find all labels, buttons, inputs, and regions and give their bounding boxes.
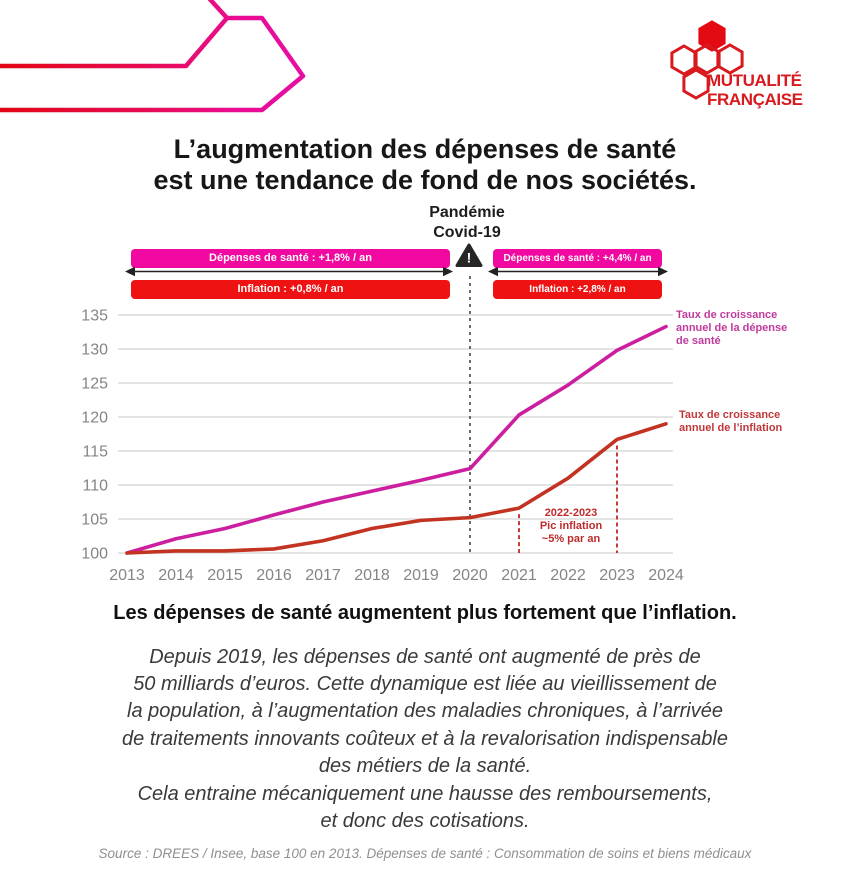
svg-text:120: 120: [81, 410, 108, 427]
svg-text:135: 135: [81, 308, 108, 325]
source-note: Source : DREES / Insee, base 100 en 2013…: [98, 846, 752, 861]
svg-text:125: 125: [81, 376, 108, 393]
warning-triangle-icon: !: [455, 243, 483, 267]
banner-inflation-left-label: Inflation : +0,8% / an: [237, 283, 344, 295]
brand-name-line2: FRANÇAISE: [707, 90, 803, 109]
svg-text:2017: 2017: [305, 567, 341, 584]
banner-health-left-label: Dépenses de santé : +1,8% / an: [209, 252, 372, 264]
svg-text:2022: 2022: [550, 567, 586, 584]
svg-text:2024: 2024: [648, 567, 684, 584]
banner-inflation-right-label: Inflation : +2,8% / an: [529, 284, 626, 295]
series-label-health: Taux de croissance annuel de la dépense …: [676, 309, 788, 348]
body-paragraph-2: Cela entraine mécaniquement une hausse d…: [137, 783, 713, 833]
svg-text:2015: 2015: [207, 567, 243, 584]
banner-health-growth-left: Dépenses de santé : +1,8% / an: [131, 249, 450, 268]
left-period-arrow-icon: [125, 266, 453, 277]
right-period-arrow-icon: [488, 266, 668, 277]
svg-text:2018: 2018: [354, 567, 390, 584]
pandemic-covid-label: Pandémie Covid-19: [429, 204, 505, 241]
svg-text:2021: 2021: [501, 567, 537, 584]
svg-text:115: 115: [82, 444, 108, 461]
svg-text:2016: 2016: [256, 567, 292, 584]
banner-inflation-left: Inflation : +0,8% / an: [131, 280, 450, 299]
body-paragraph-1: Depuis 2019, les dépenses de santé ont a…: [122, 646, 728, 777]
svg-text:2019: 2019: [403, 567, 439, 584]
svg-text:!: !: [467, 250, 472, 266]
svg-text:2014: 2014: [158, 567, 194, 584]
chart-takeaway-heading: Les dépenses de santé augmentent plus fo…: [113, 602, 737, 624]
svg-text:100: 100: [81, 546, 108, 563]
decorative-arrow-graphic: [0, 0, 306, 113]
banner-health-growth-right: Dépenses de santé : +4,4% / an: [493, 249, 662, 268]
svg-text:2023: 2023: [599, 567, 635, 584]
page-title: L’augmentation des dépenses de santé est…: [153, 134, 697, 195]
svg-text:105: 105: [81, 512, 108, 529]
brand-name-line1: MUTUALITÉ: [707, 71, 802, 90]
banner-health-right-label: Dépenses de santé : +4,4% / an: [503, 253, 652, 264]
svg-text:130: 130: [81, 342, 108, 359]
brand-wordmark: MUTUALITÉ FRANÇAISE: [707, 71, 837, 109]
svg-text:2013: 2013: [109, 567, 145, 584]
svg-text:2020: 2020: [452, 567, 488, 584]
series-label-inflation: Taux de croissance annuel de l’inflation: [679, 409, 783, 435]
line-chart: 100 105 110 115 120 125 130 135 2013 2014 2015 2016…: [81, 276, 684, 584]
svg-text:110: 110: [82, 478, 108, 495]
mutualite-logo-icon: [670, 20, 744, 100]
inflation-peak-annotation: 2022-2023 Pic inflation ~5% par an: [539, 507, 603, 546]
banner-inflation-right: Inflation : +2,8% / an: [493, 280, 662, 299]
